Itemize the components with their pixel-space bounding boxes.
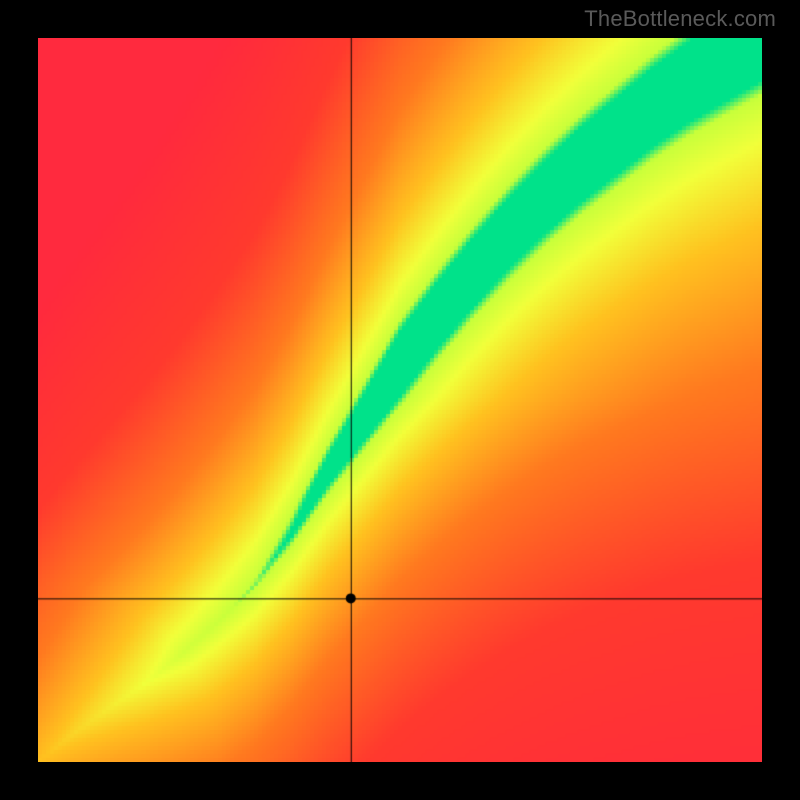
- border-bottom: [0, 762, 800, 800]
- border-right: [762, 0, 800, 800]
- border-left: [0, 0, 38, 800]
- chart-container: TheBottleneck.com: [0, 0, 800, 800]
- watermark-text: TheBottleneck.com: [584, 6, 776, 32]
- crosshair-overlay: [38, 38, 762, 762]
